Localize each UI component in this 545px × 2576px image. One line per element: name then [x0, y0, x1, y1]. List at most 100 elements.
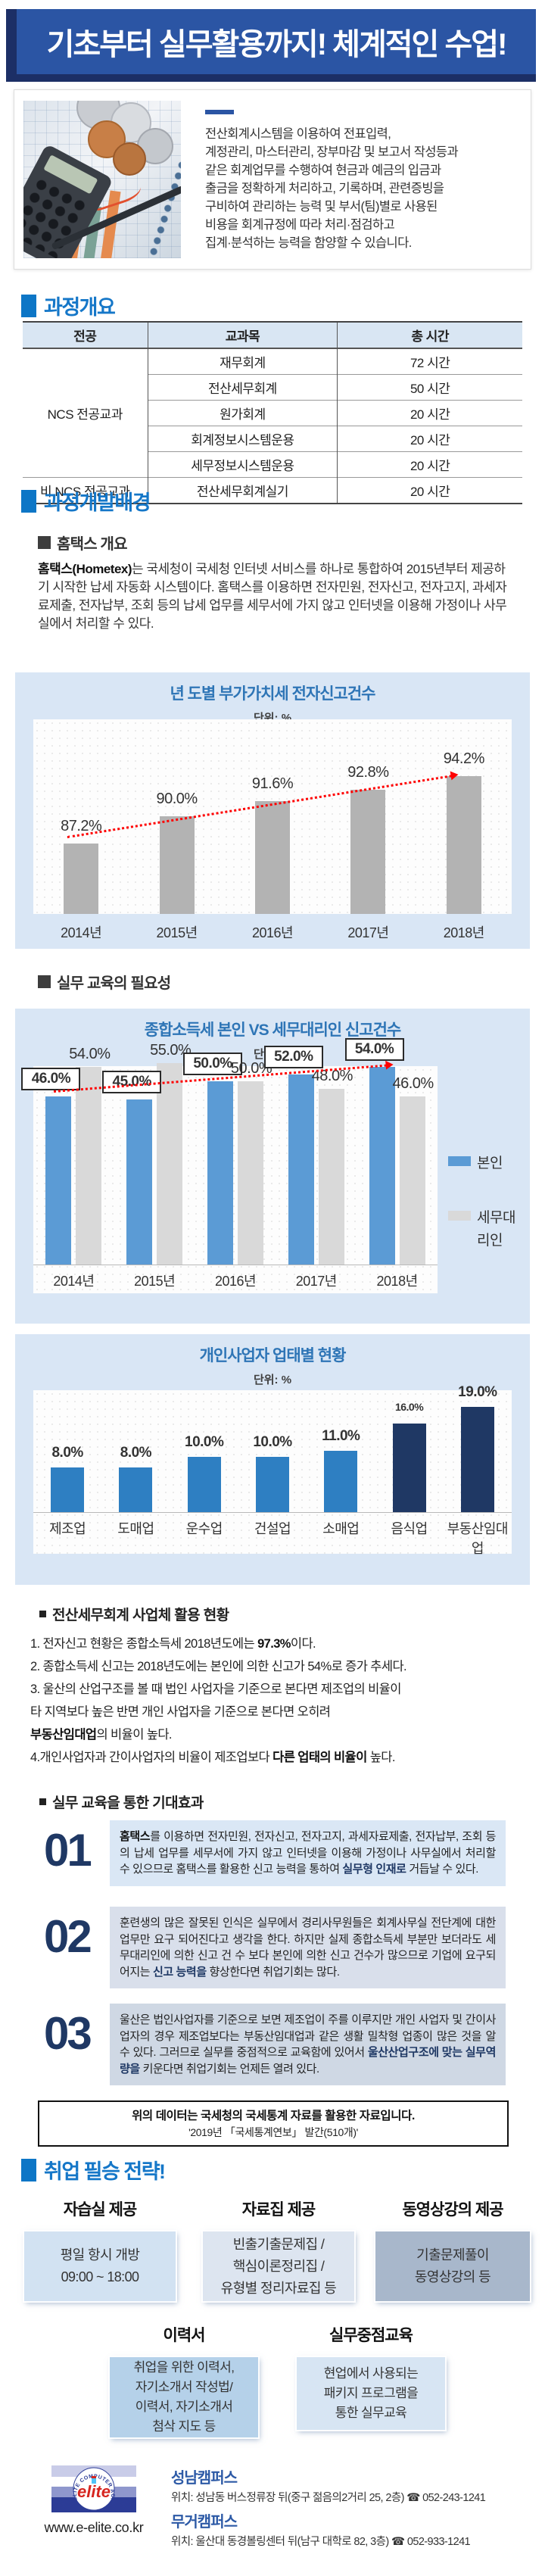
bar-agent	[76, 1067, 102, 1265]
expect-heading: 실무 교육을 통한 기대효과	[39, 1792, 204, 1812]
campus-address: 위치: 성남동 버스정류장 뒤(중구 젊음의2거리 25, 2층) ☎ 052-…	[171, 2492, 486, 2504]
strategy-col-body: 현업에서 사용되는 패키지 프로그램을 통한 실무교육	[297, 2357, 445, 2430]
text-segment: 신고 능력을	[152, 1965, 207, 1979]
bar	[324, 1451, 358, 1512]
item-text-box: 울산은 법인사업자를 기준으로 보면 제조업이 주를 이루지만 개인 사업자 및…	[110, 2004, 506, 2085]
bar-value-label: 54.0%	[69, 1046, 111, 1062]
table-cell: 전산세무회계	[147, 374, 338, 401]
text-segment: 3. 울산의 산업구조를 볼 때 법인 사업자을 기준으로 본다면 제조업의 비…	[30, 1683, 401, 1719]
section-title: 과정개발배경	[44, 491, 151, 514]
legend-swatch	[448, 1211, 471, 1221]
chart-x-axis-labels: 2014년 2015년 2016년 2017년 2018년	[33, 922, 512, 942]
x-axis-line	[33, 1512, 512, 1513]
table-cell: 72 시간	[337, 348, 522, 375]
blue-square-icon	[21, 2158, 36, 2181]
expect-title: 실무 교육을 통한 기대효과	[52, 1795, 204, 1811]
chart-card-vat: 년 도별 부가가치세 전자신고건수 단위: % 87.2% 90.0% 91.6% 9…	[15, 672, 530, 949]
bar	[51, 1467, 85, 1512]
text-segment: 홈택스(Hometex)	[38, 562, 132, 576]
campus-address: 위치: 울산대 동경볼링센터 뒤(남구 대학로 82, 3층) ☎ 052-93…	[171, 2536, 471, 2548]
campus-name: 무거캠퍼스	[171, 2514, 238, 2531]
item-number: 02	[44, 1911, 92, 1962]
strategy-col-video: 동영상강의 제공 기출문제풀이 동영상강의 등	[375, 2197, 530, 2301]
bar-agent	[238, 1081, 263, 1265]
bar-value-label-boxed: 52.0%	[263, 1046, 323, 1068]
bar-value-label: 10.0%	[253, 1434, 292, 1450]
usage-heading: 전산세무회계 사업체 활용 현황	[39, 1604, 229, 1624]
x-tick-label: 2017년	[347, 925, 389, 940]
bullet-square-icon	[39, 1798, 46, 1805]
arrow-head-icon	[450, 769, 459, 781]
table-header-row: 전공 교과목 총 시간	[23, 321, 522, 349]
table-cell: 세무정보시스템운용	[147, 451, 338, 478]
expect-item-02: 02 훈련생의 많은 잘못된 인식은 실무에서 경리사무원들은 회계사무실 전단…	[29, 1907, 513, 1988]
elite-academy-logo: ELITE COMPUTER ACADEMY elite	[49, 2462, 136, 2512]
note-line-1: 위의 데이터는 국세청의 국세통계 자료를 활용한 자료입니다.	[132, 2110, 415, 2122]
strategy-col-title: 실무중점교육	[329, 2327, 413, 2344]
x-tick-label: 음식업	[391, 1521, 428, 1536]
bar-value-label: 92.8%	[347, 764, 389, 781]
chart-legend: 본인 세무대리인	[448, 1152, 524, 1284]
bar-value-label: 90.0%	[156, 791, 198, 807]
bar-value-label-boxed: 46.0%	[21, 1068, 81, 1090]
text-segment: 1. 전자신고 현황은 종합소득세 2018년도에는	[30, 1637, 258, 1651]
table-cell: 재무회계	[147, 348, 338, 375]
bar-value-label-boxed: 45.0%	[102, 1071, 162, 1093]
legend-label: 본인	[477, 1155, 503, 1171]
bar-agent	[318, 1089, 344, 1265]
list-item: 4.개인사업자과 간이사업자의 비율이 제조업보다 다른 업태의 비율이 높다.	[30, 1746, 516, 1769]
bar-value-label: 91.6%	[251, 775, 294, 792]
strategy-col-study-room: 자습실 제공 평일 항시 개방 09:00 ~ 18:00	[24, 2197, 176, 2301]
section-strategy: 취업 필승 전략!	[21, 2155, 166, 2185]
campus-name: 성남캠퍼스	[171, 2470, 238, 2487]
bar-value-label: 94.2%	[443, 750, 485, 767]
strategy-col-body: 취업을 위한 이력서, 자기소개서 작성법/ 이력서, 자기소개서 첨삭 지도 …	[110, 2357, 258, 2437]
list-item: 2. 종합소득세 신고는 2018년도에는 본인에 의한 신고가 54%로 증가…	[30, 1655, 516, 1678]
x-tick-label: 소매업	[322, 1521, 360, 1536]
table-cell: 원가회계	[147, 400, 338, 426]
text-segment: 향상한다면 취업기회는 많다.	[206, 1965, 341, 1979]
strategy-col-body: 기출문제풀이 동영상강의 등	[375, 2231, 530, 2301]
bar-value-label: 48.0%	[311, 1068, 353, 1084]
table-cell-major: 비 NCS 전공교과	[23, 477, 148, 504]
calculator-coins-photo	[23, 101, 181, 258]
x-tick-label: 건설업	[254, 1521, 291, 1536]
chart-unit-label: 단위: %	[253, 1374, 292, 1386]
x-tick-label: 부동산임대업	[447, 1521, 509, 1556]
item-number: 01	[44, 1825, 92, 1876]
text-segment: 울산산업구조에 맞는 실무역량을	[120, 2046, 496, 2075]
table-row: 전산세무회계 50 시간	[23, 374, 522, 401]
legend-item: 세무대리인	[448, 1207, 524, 1252]
section-title: 과정개요	[44, 296, 116, 319]
note-line-2: '2019년 「국세통계연보」 발간(510개)'	[188, 2126, 358, 2138]
text-segment: 이다.	[290, 1637, 316, 1651]
table-header: 교과목	[147, 321, 338, 349]
text-segment: 키운다면 취업기회는 언제든 열려 있다.	[139, 2062, 320, 2075]
x-tick-label: 2018년	[376, 1274, 419, 1289]
text-segment: 높다.	[366, 1751, 396, 1764]
x-tick-label: 2015년	[156, 925, 198, 940]
top-banner: 기초부터 실무활용까지! 체계적인 수업!	[6, 9, 536, 82]
table-cell: 20 시간	[337, 451, 522, 478]
chart-plot-area: 87.2% 90.0% 91.6% 92.8% 94.2%	[33, 719, 512, 914]
bar-value-label: 8.0%	[120, 1445, 152, 1461]
strategy-col-body: 빈출기출문제집 / 핵심이론정리집 / 유형별 정리자료집 등	[203, 2231, 354, 2301]
text-segment: 거듭날 수 있다.	[406, 1863, 479, 1876]
bar-value-label-boxed: 54.0%	[344, 1038, 404, 1061]
item-text-box: 훈련생의 많은 잘못된 인식은 실무에서 경리사무원들은 회계사무실 전단계에 …	[110, 1907, 506, 1988]
blue-square-icon	[21, 294, 36, 317]
bar-self	[288, 1074, 314, 1265]
bar	[350, 790, 386, 914]
chart-title: 개인사업자 업태별 현황	[199, 1347, 347, 1364]
expect-item-01: 01 홈택스를 이용하면 전자민원, 전자신고, 전자고지, 과세자료제출, 전…	[29, 1820, 513, 1886]
table-cell: 20 시간	[337, 426, 522, 452]
website-url: www.e-elite.co.kr	[44, 2520, 144, 2535]
x-tick-label: 2016년	[251, 925, 294, 940]
subsection-title: 실무 교육의 필요성	[57, 975, 171, 992]
text-segment: 의 비율이 높다.	[96, 1728, 172, 1742]
item-number: 03	[44, 2008, 92, 2059]
bar-value-label: 50.0%	[230, 1060, 272, 1077]
data-source-note: 위의 데이터는 국세청의 국세통계 자료를 활용한 자료입니다. '2019년 …	[38, 2100, 509, 2147]
intro-card: 전산회계시스템을 이용하여 전표입력, 계정관리, 마스터관리, 장부마감 및 …	[14, 89, 531, 270]
x-tick-label: 2017년	[295, 1274, 338, 1289]
